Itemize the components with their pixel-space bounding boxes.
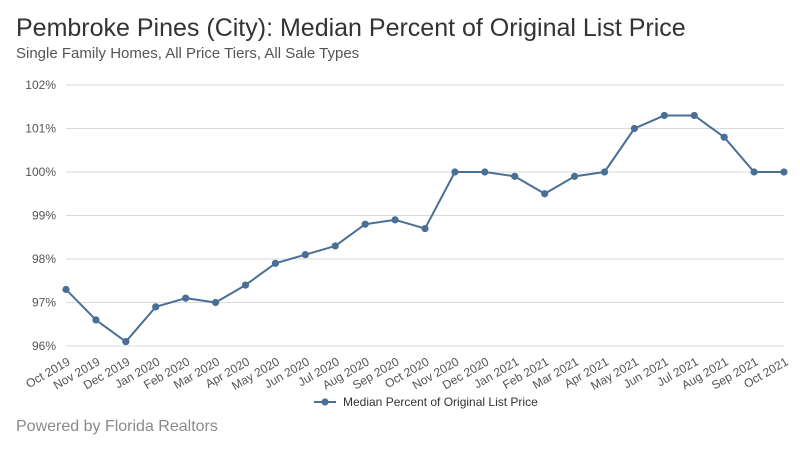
data-point xyxy=(720,133,728,141)
data-point xyxy=(271,259,280,267)
data-point xyxy=(630,124,639,133)
data-point xyxy=(511,172,519,180)
data-point xyxy=(92,316,100,324)
legend-marker xyxy=(321,398,329,406)
data-point xyxy=(211,298,220,307)
y-tick-label: 101% xyxy=(25,122,56,136)
data-point xyxy=(451,168,459,176)
legend: Median Percent of Original List Price xyxy=(314,395,538,409)
y-tick-label: 100% xyxy=(25,165,56,179)
data-point xyxy=(301,251,309,259)
data-point xyxy=(62,285,70,294)
footer-credit: Powered by Florida Realtors xyxy=(16,418,218,435)
legend-label: Median Percent of Original List Price xyxy=(343,395,538,409)
data-point xyxy=(690,111,698,120)
data-point xyxy=(182,294,190,302)
data-point xyxy=(391,216,399,224)
data-point xyxy=(122,338,130,346)
data-point xyxy=(750,168,758,176)
data-point xyxy=(660,111,668,120)
data-point xyxy=(541,190,549,198)
y-axis-ticks: 96% 97% 98% 99% 100% 101% 102% xyxy=(25,78,56,353)
data-point xyxy=(570,172,579,180)
y-tick-label: 99% xyxy=(32,209,56,223)
data-point xyxy=(361,220,369,228)
chart-title: Pembroke Pines (City): Median Percent of… xyxy=(16,14,686,42)
chart-subtitle: Single Family Homes, All Price Tiers, Al… xyxy=(16,45,360,62)
y-tick-label: 102% xyxy=(25,78,56,92)
y-tick-label: 96% xyxy=(32,339,56,353)
series-line-group xyxy=(62,111,788,346)
y-tick-label: 98% xyxy=(32,252,56,266)
data-point xyxy=(780,168,788,176)
data-point xyxy=(481,168,489,176)
y-tick-label: 97% xyxy=(32,296,56,310)
grid-lines xyxy=(66,84,784,347)
data-point xyxy=(331,242,339,250)
data-point xyxy=(241,281,250,289)
data-point xyxy=(152,303,160,311)
data-point xyxy=(421,224,429,233)
data-point xyxy=(600,168,609,176)
